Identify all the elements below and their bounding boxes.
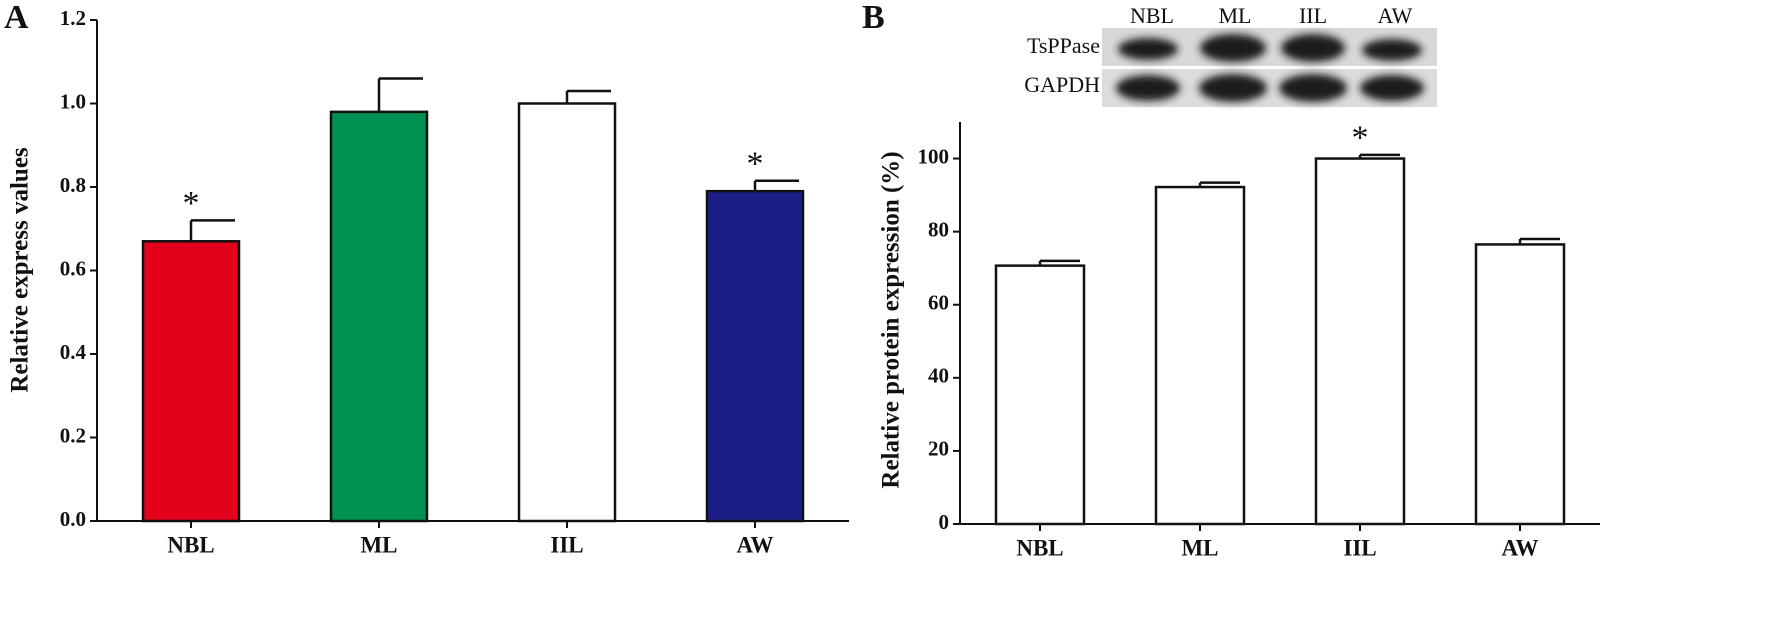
y-axis-title: Relative protein expression (%) — [878, 151, 905, 488]
y-tick-label: 1.2 — [60, 6, 86, 30]
bar — [141, 240, 241, 523]
bar — [705, 189, 805, 523]
x-tick-label: ML — [1181, 535, 1218, 560]
bar — [994, 264, 1086, 526]
bar — [517, 102, 617, 523]
y-tick-label: 20 — [928, 437, 949, 461]
blot-row-label: TsPPase — [1027, 33, 1100, 58]
y-tick-label: 0.4 — [60, 340, 87, 364]
y-tick-label: 0.6 — [60, 256, 86, 280]
blot-band — [1200, 34, 1266, 62]
blot-band — [1279, 74, 1347, 102]
western-blot: TsPPase GAPDH NBL ML IIL AW — [1024, 3, 1437, 107]
x-tick-label: NBL — [1016, 535, 1063, 560]
y-tick-label: 0.8 — [60, 173, 86, 197]
y-tick-label: 1.0 — [60, 89, 86, 113]
blot-band — [1116, 75, 1180, 101]
y-tick-label: 100 — [918, 144, 950, 168]
blot-band — [1362, 39, 1422, 61]
y-tick-label: 0.0 — [60, 507, 86, 531]
blot-band — [1118, 38, 1178, 60]
blot-lane-label: AW — [1378, 3, 1413, 28]
x-tick-label: AW — [1501, 535, 1538, 560]
y-tick-label: 0 — [939, 510, 950, 534]
x-tick-label: NBL — [167, 532, 214, 557]
bar — [329, 110, 429, 523]
blot-band — [1281, 34, 1345, 62]
blot-lane-label: ML — [1219, 3, 1252, 28]
panel-label: A — [4, 0, 29, 36]
blot-row-label: GAPDH — [1024, 72, 1100, 97]
significance-mark: * — [1352, 120, 1369, 157]
y-tick-label: 40 — [928, 364, 949, 388]
y-tick-label: 60 — [928, 291, 949, 315]
blot-band — [1360, 75, 1424, 101]
bar — [1154, 185, 1246, 526]
x-tick-label: AW — [736, 532, 773, 557]
y-tick-label: 80 — [928, 217, 949, 241]
significance-mark: * — [183, 185, 200, 222]
bar — [1474, 243, 1566, 526]
bar — [1314, 157, 1406, 526]
panel-label: B — [862, 0, 885, 36]
significance-mark: * — [747, 146, 764, 183]
y-axis-title: Relative express values — [7, 147, 34, 393]
x-tick-label: ML — [360, 532, 397, 557]
x-tick-label: IIL — [550, 532, 583, 557]
blot-lane-label: IIL — [1299, 3, 1327, 28]
blot-band — [1199, 74, 1267, 102]
x-tick-label: IIL — [1343, 535, 1376, 560]
y-tick-label: 0.2 — [60, 423, 86, 447]
blot-lane-label: NBL — [1130, 3, 1174, 28]
